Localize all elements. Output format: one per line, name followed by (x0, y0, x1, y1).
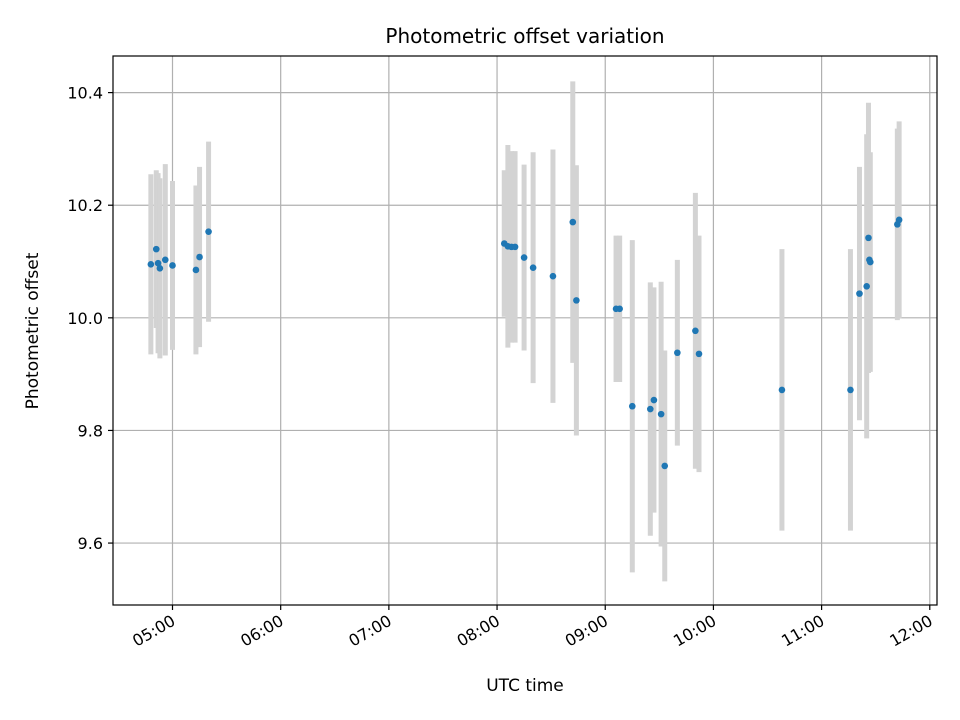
y-axis: 9.6 9.8 10.0 10.2 10.4 (67, 84, 113, 553)
x-tick-label: 11:00 (778, 611, 827, 651)
data-point (161, 256, 169, 264)
x-tick-label: 07:00 (345, 611, 394, 651)
y-axis-title: Photometric offset (23, 252, 43, 409)
data-point (154, 259, 162, 267)
y-tick-label: 10.4 (67, 84, 103, 103)
y-tick-label: 10.0 (67, 309, 103, 328)
x-tick-label: 05:00 (129, 611, 178, 651)
data-point (205, 228, 212, 235)
data-point (196, 253, 203, 261)
x-axis: 05:00 06:00 07:00 08:00 09:00 10:00 11:00 12:00 (129, 605, 936, 651)
data-point (778, 386, 786, 394)
chart-title: Photometric offset variation (385, 24, 664, 48)
data-point (692, 327, 699, 335)
data-point (628, 402, 636, 410)
x-axis-title: UTC time (486, 676, 564, 696)
y-tick-label: 10.2 (67, 196, 103, 215)
data-point (616, 305, 623, 313)
data-points (147, 216, 903, 470)
data-point (647, 405, 654, 413)
data-point (866, 258, 874, 266)
data-point (863, 282, 870, 290)
plot-frame (112, 55, 938, 606)
data-point (152, 245, 160, 253)
data-point (650, 396, 658, 404)
x-tick-label: 08:00 (454, 611, 503, 651)
data-point (847, 386, 854, 394)
data-point (147, 261, 155, 268)
data-point (695, 350, 703, 358)
data-point (657, 410, 665, 418)
data-point (192, 266, 200, 274)
data-point (573, 297, 580, 304)
data-point (529, 264, 537, 272)
data-point (169, 262, 176, 269)
data-point (661, 462, 669, 470)
x-tick-label: 12:00 (886, 611, 935, 651)
data-point (156, 264, 164, 272)
data-point (865, 234, 872, 242)
data-point (511, 243, 519, 251)
x-tick-label: 09:00 (562, 611, 611, 651)
data-point (520, 254, 528, 261)
x-tick-label: 06:00 (237, 611, 286, 651)
data-point (856, 290, 863, 297)
y-tick-label: 9.6 (78, 534, 103, 553)
y-tick-label: 9.8 (78, 421, 103, 440)
data-point (549, 272, 557, 280)
data-point (895, 216, 903, 224)
x-tick-label: 10:00 (670, 611, 719, 651)
data-point (674, 349, 681, 357)
data-point (569, 218, 577, 226)
